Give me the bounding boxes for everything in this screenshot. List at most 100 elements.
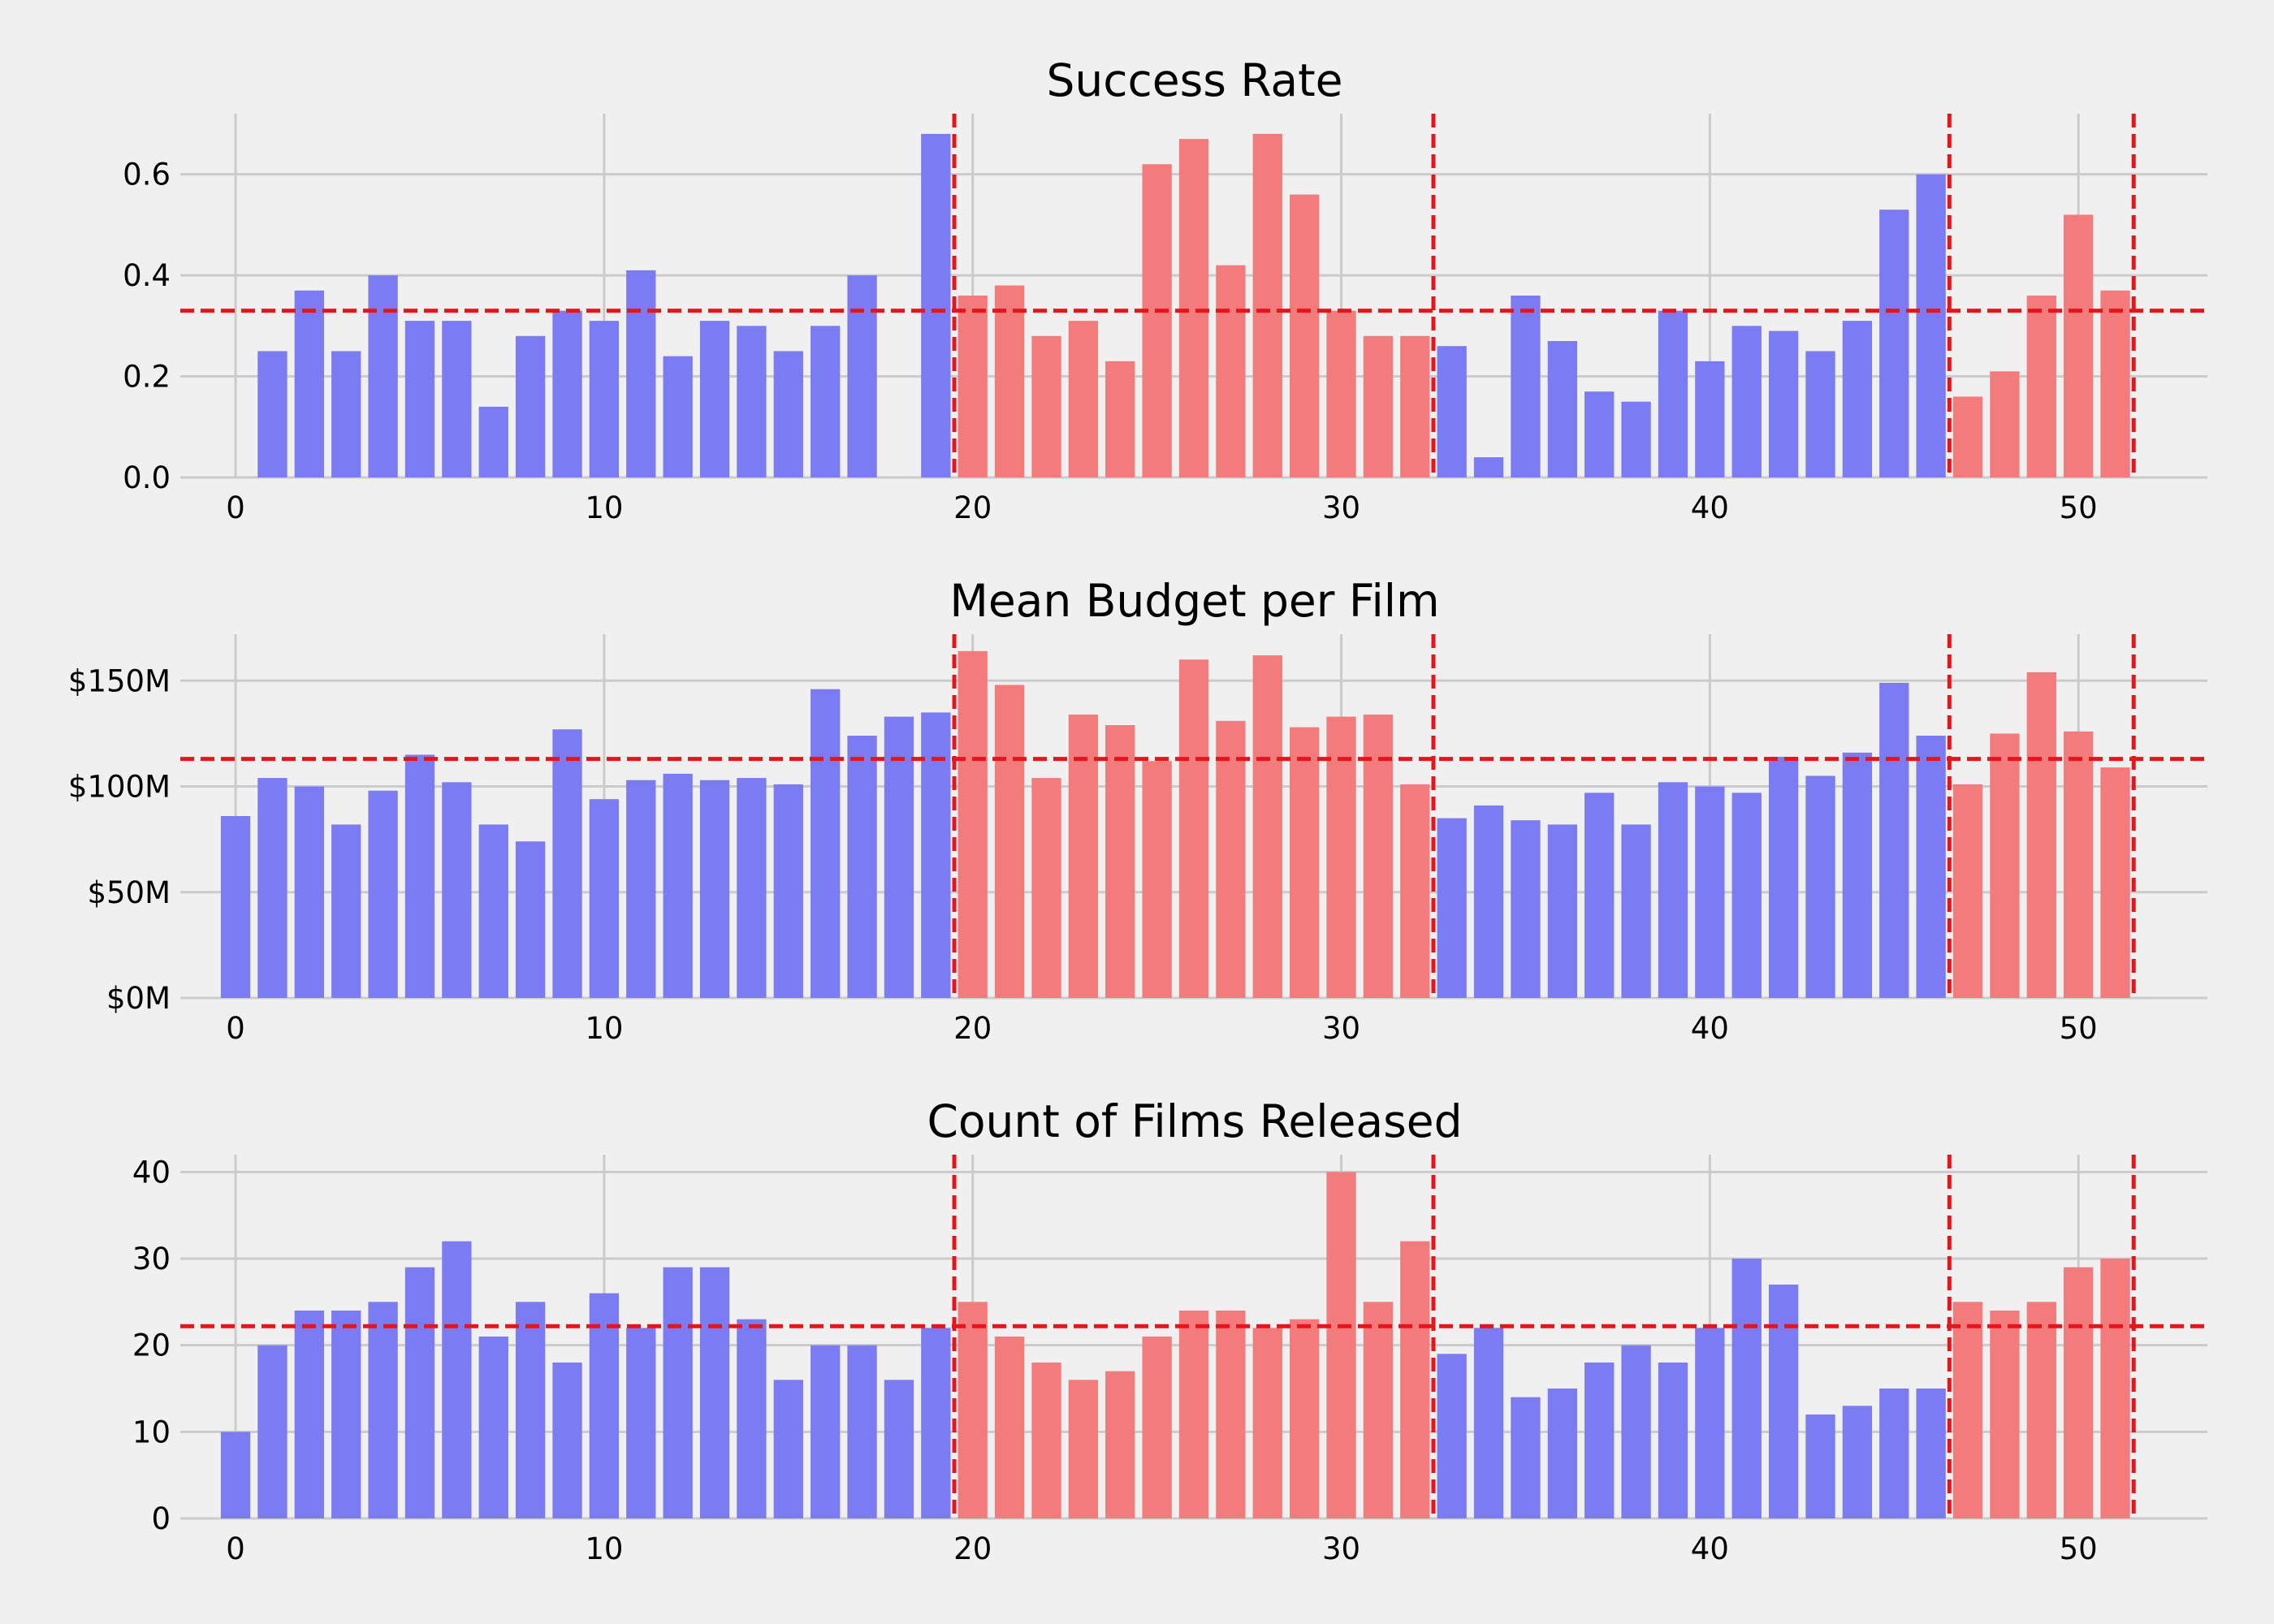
x-tick-label: 0 <box>226 1531 245 1566</box>
bar <box>1473 805 1504 998</box>
bar <box>1473 457 1504 477</box>
bar <box>1842 321 1873 477</box>
bar <box>368 1302 398 1518</box>
y-tick-label: 30 <box>132 1242 171 1276</box>
bar <box>1547 1389 1577 1518</box>
bar <box>1289 194 1320 478</box>
bar <box>515 841 546 998</box>
x-tick-label: 50 <box>2060 490 2098 525</box>
bar <box>257 1345 287 1518</box>
x-tick-label: 20 <box>953 1531 992 1566</box>
bar <box>884 1380 914 1518</box>
bars <box>220 650 2130 998</box>
bar <box>442 782 472 998</box>
x-tick-label: 10 <box>585 490 623 525</box>
bar <box>1879 209 1909 477</box>
bar <box>1658 782 1688 998</box>
bar <box>1695 1328 1725 1518</box>
bar <box>478 824 508 998</box>
bar <box>1142 164 1172 477</box>
bar <box>1584 391 1615 477</box>
y-tick-label: $150M <box>68 663 171 698</box>
bar <box>294 1311 324 1518</box>
bar <box>2100 767 2130 998</box>
bar <box>552 310 582 477</box>
bar <box>1400 335 1430 477</box>
bar <box>811 689 841 998</box>
bar <box>1842 752 1873 998</box>
bar <box>1547 341 1577 477</box>
bar <box>1952 396 1983 477</box>
bar <box>1178 139 1209 477</box>
bar <box>1216 720 1246 998</box>
x-tick-label: 10 <box>585 1531 623 1566</box>
bar <box>1289 727 1320 998</box>
bar <box>515 1302 546 1518</box>
chart-title: Mean Budget per Film <box>949 575 1439 627</box>
bar <box>1990 733 2020 998</box>
bar <box>1731 1259 1762 1518</box>
bar <box>2026 296 2056 477</box>
x-tick-label: 10 <box>585 1011 623 1046</box>
bar <box>1731 326 1762 477</box>
bar <box>737 778 767 998</box>
chart-title: Success Rate <box>1047 54 1343 106</box>
bar <box>589 1293 620 1518</box>
bar <box>1105 361 1135 477</box>
y-tick-label: $100M <box>68 770 171 805</box>
bar <box>1437 1354 1467 1518</box>
bar <box>478 406 508 477</box>
bar <box>2064 1267 2094 1518</box>
bar <box>331 351 361 477</box>
bar <box>1400 784 1430 998</box>
bar <box>1511 820 1541 998</box>
bar <box>994 685 1025 998</box>
bar <box>1805 1415 1835 1518</box>
bar <box>1768 1285 1799 1518</box>
bar <box>958 296 988 477</box>
bar <box>1916 736 1946 998</box>
bar <box>847 1345 877 1518</box>
bar <box>1842 1406 1873 1518</box>
bar <box>257 778 287 998</box>
bar <box>1326 1172 1356 1518</box>
bar <box>1990 371 2020 477</box>
bar <box>2026 1302 2056 1518</box>
bar <box>699 780 730 998</box>
x-tick-label: 0 <box>226 1011 245 1046</box>
x-tick-label: 40 <box>1691 1011 1729 1046</box>
bar <box>847 736 877 998</box>
y-tick-label: 0.2 <box>123 360 171 395</box>
bar <box>1511 1397 1541 1518</box>
bar <box>2100 290 2130 477</box>
bar <box>1363 335 1394 477</box>
bar <box>1658 1363 1688 1518</box>
bar <box>478 1337 508 1518</box>
bar <box>1658 310 1688 477</box>
bar <box>331 824 361 998</box>
bar <box>699 1267 730 1518</box>
bar <box>2026 672 2056 998</box>
chart-title: Count of Films Released <box>927 1095 1462 1147</box>
bar <box>663 773 693 998</box>
bar <box>773 1380 803 1518</box>
bar <box>1621 401 1651 477</box>
bar <box>1952 784 1983 998</box>
y-tick-label: 20 <box>132 1328 171 1363</box>
bar <box>994 285 1025 477</box>
panel-success-rate: Success Rate 0.0 0.2 0.4 0.6 0 10 20 30 40 50 <box>123 54 2207 525</box>
y-tick-label: 0.0 <box>123 460 171 495</box>
bar <box>2100 1259 2130 1518</box>
x-tick-label: 20 <box>953 1011 992 1046</box>
bar <box>847 275 877 477</box>
bar <box>1178 659 1209 998</box>
bar <box>1731 793 1762 998</box>
x-tick-label: 0 <box>226 490 245 525</box>
y-tick-label: 0 <box>151 1501 171 1536</box>
bar <box>1252 1328 1282 1518</box>
bar <box>1142 761 1172 998</box>
bar <box>994 1337 1025 1518</box>
x-tick-label: 40 <box>1691 490 1729 525</box>
bar <box>294 290 324 477</box>
bar <box>773 351 803 477</box>
